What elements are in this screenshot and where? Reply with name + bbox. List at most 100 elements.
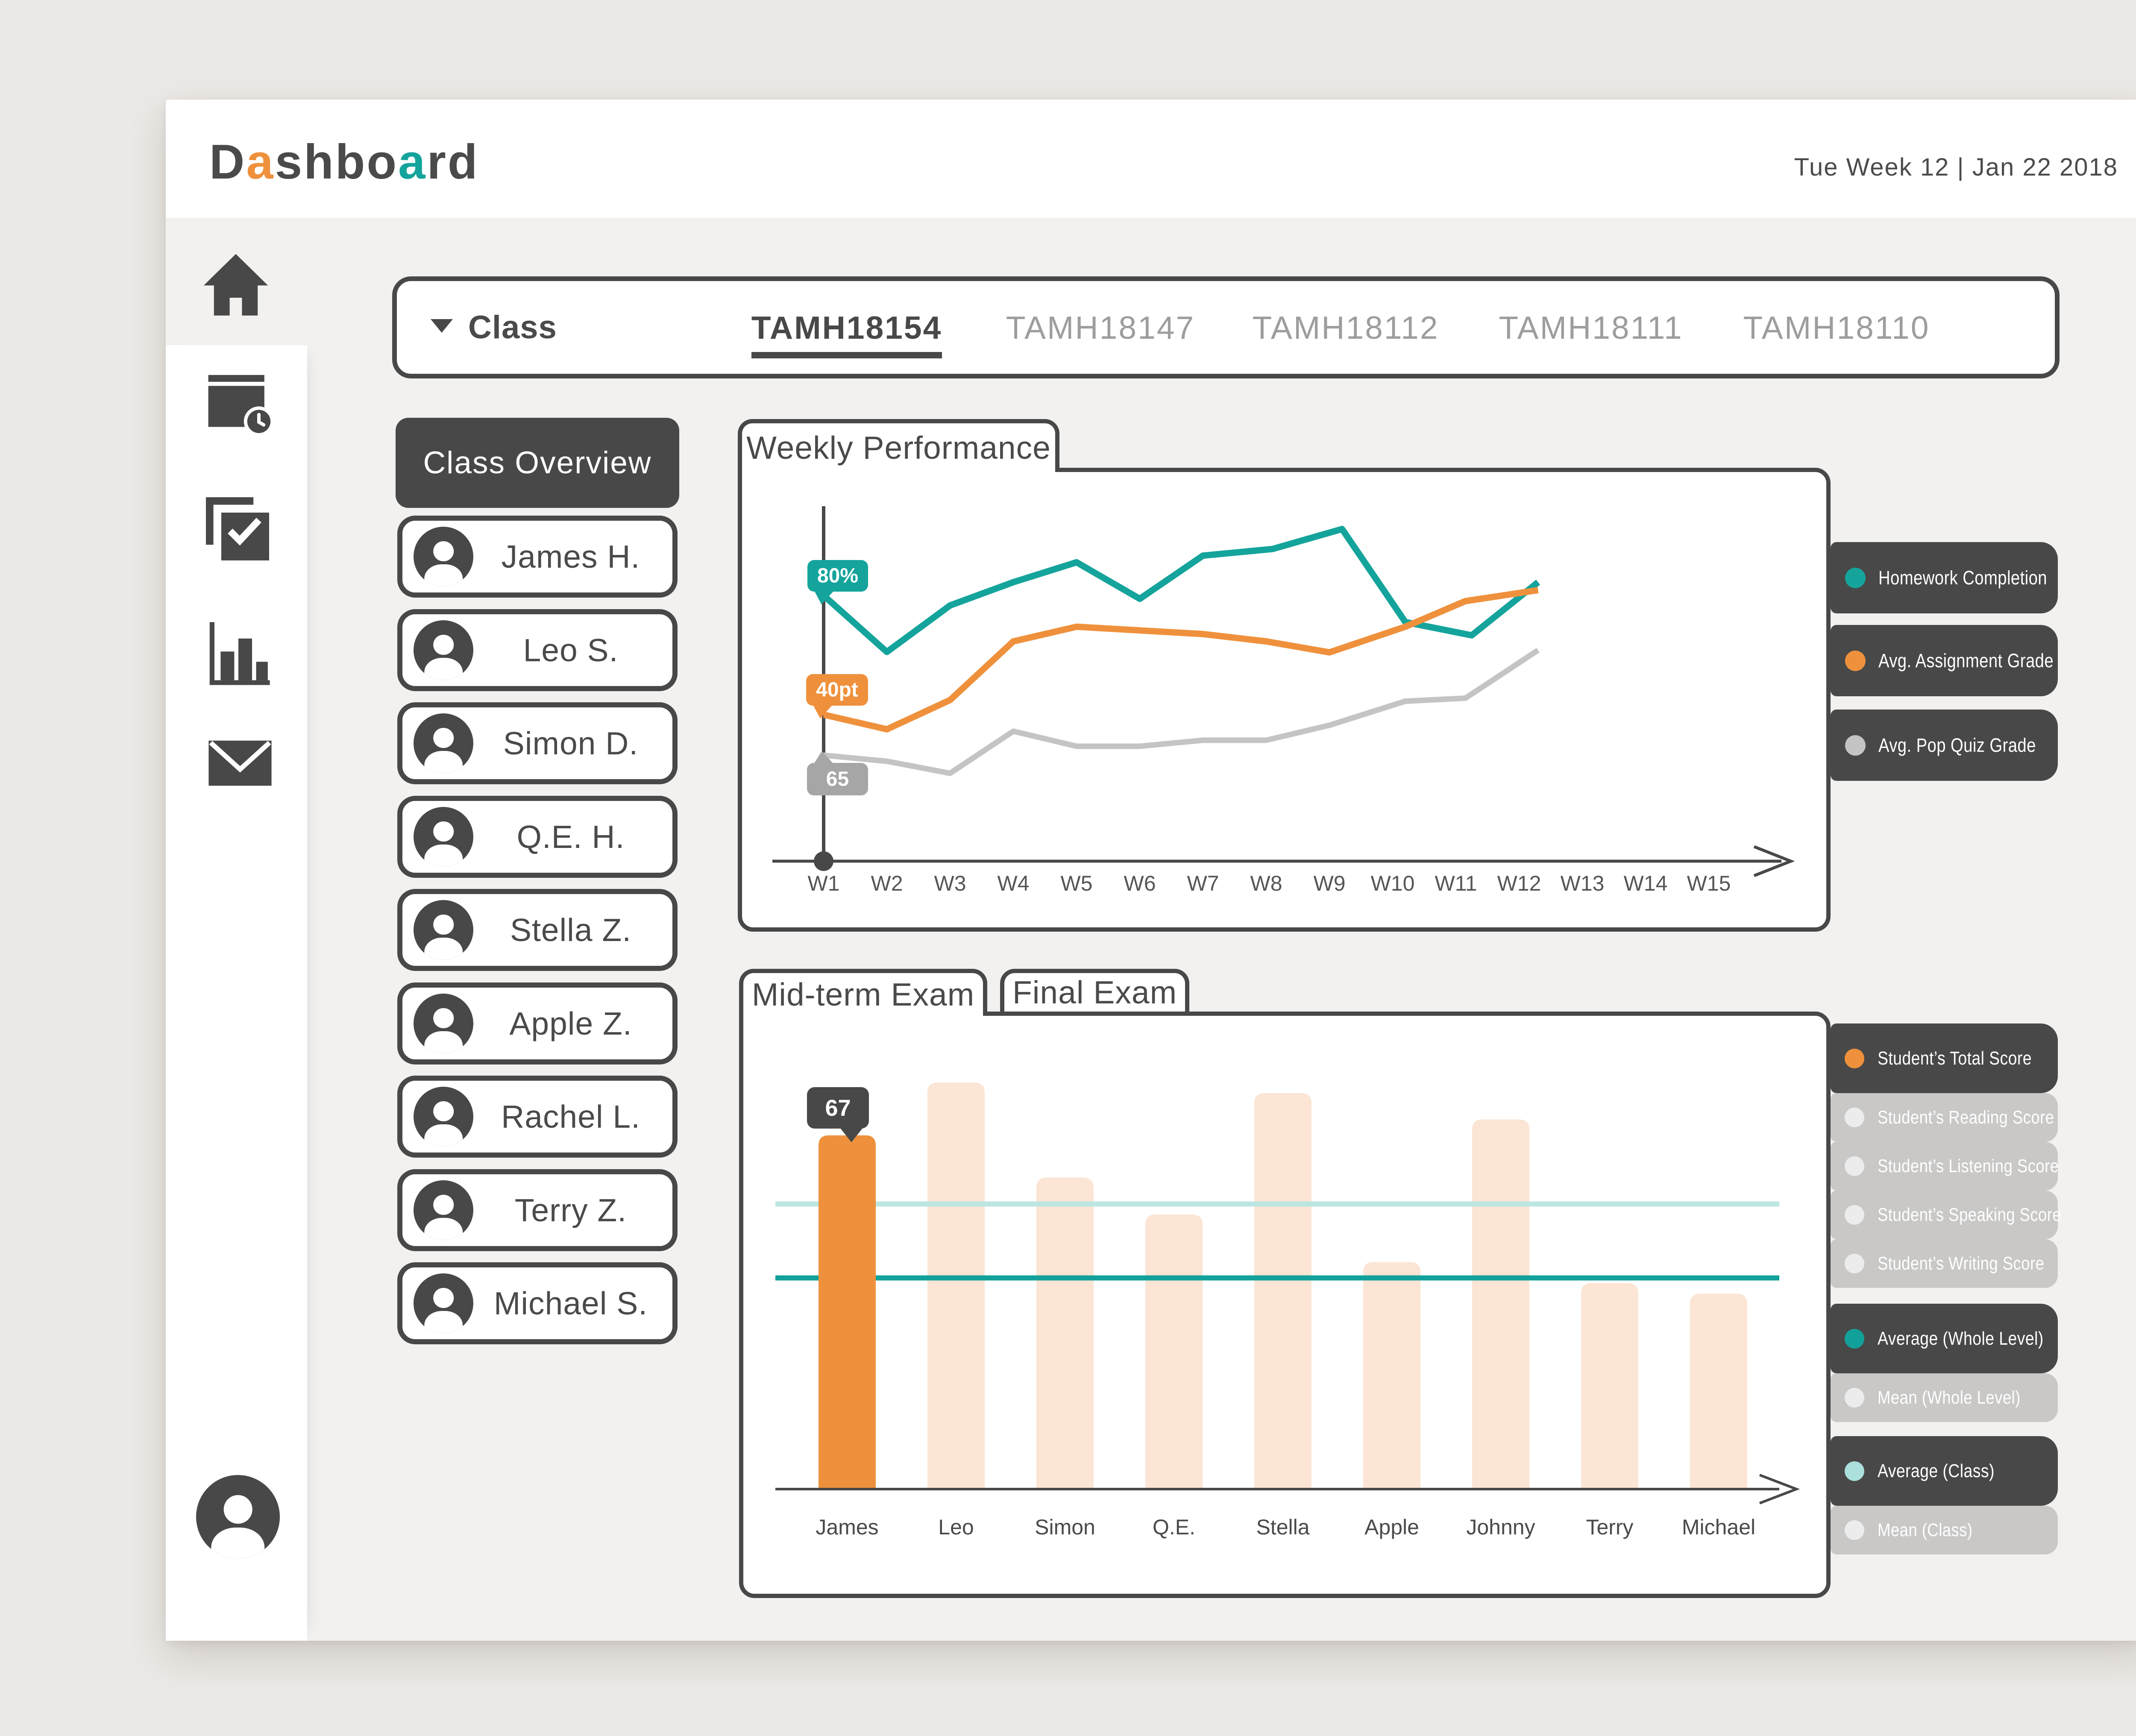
legend-student-s-writing-score[interactable]: Student’s Writing Score	[1831, 1239, 2058, 1288]
student-s-reading-score-dot-icon	[1845, 1108, 1864, 1127]
tooltip-box	[807, 1087, 869, 1129]
student-name: Terry Z.	[514, 1192, 627, 1228]
bar-chart-icon	[209, 622, 270, 685]
x-tick-w13: W13	[1561, 871, 1605, 895]
bar-terry[interactable]	[1581, 1283, 1638, 1489]
axis-badge-65: 65	[807, 751, 868, 795]
bar-michael[interactable]	[1690, 1293, 1747, 1489]
bar-simon[interactable]	[1036, 1177, 1094, 1489]
bar-apple[interactable]	[1363, 1262, 1420, 1489]
nav-home[interactable]	[202, 248, 270, 320]
class-tab-tamh18154[interactable]: TAMH18154	[719, 276, 975, 378]
mean-class-dot-icon	[1845, 1520, 1864, 1540]
student-card-stella-z[interactable]: Stella Z.	[397, 889, 678, 971]
legend-student-s-listening-score[interactable]: Student’s Listening Score	[1831, 1142, 2059, 1191]
class-selector-label[interactable]: Class	[468, 309, 557, 346]
header-band	[166, 100, 2136, 218]
student-card-q-e-h[interactable]: Q.E. H.	[397, 796, 678, 878]
average-whole-level-dot-icon	[1845, 1328, 1864, 1349]
line-avg-pop-quiz-grade	[823, 648, 1540, 776]
legend-student-s-total-score[interactable]: Student’s Total Score	[1831, 1023, 2058, 1093]
class-dropdown-caret[interactable]	[431, 319, 453, 333]
class-selector-bar	[392, 276, 2060, 378]
student-card-terry-z[interactable]: Terry Z.	[397, 1169, 678, 1251]
badge-tail	[813, 705, 833, 718]
legend-avg-assignment-grade[interactable]: Avg. Assignment Grade	[1831, 625, 2058, 696]
bar-q-e[interactable]	[1145, 1214, 1203, 1489]
bar-label-michael: Michael	[1682, 1515, 1755, 1539]
student-card-michael-s[interactable]: Michael S.	[397, 1262, 678, 1344]
legend-average-whole-level[interactable]: Average (Whole Level)	[1831, 1304, 2058, 1373]
student-name: Stella Z.	[510, 912, 632, 948]
tab-weekly-performance[interactable]: Weekly Performance	[738, 419, 1059, 472]
nav-schedule[interactable]	[204, 367, 273, 440]
legend-average-class[interactable]: Average (Class)	[1831, 1436, 2058, 1506]
bar-johnny[interactable]	[1472, 1119, 1529, 1489]
legend-mean-class[interactable]: Mean (Class)	[1831, 1506, 2058, 1554]
class-tab-tamh18110[interactable]: TAMH18110	[1708, 276, 1965, 378]
legend-homework-completion[interactable]: Homework Completion	[1831, 542, 2058, 613]
bar-label-simon: Simon	[1035, 1515, 1095, 1539]
x-tick-w15: W15	[1687, 871, 1731, 895]
homework-completion-dot-icon	[1845, 567, 1866, 588]
student-s-listening-score-dot-icon	[1845, 1156, 1864, 1176]
legend-avg-pop-quiz-grade[interactable]: Avg. Pop Quiz Grade	[1831, 710, 2058, 781]
app-title-segment-1: a	[246, 135, 275, 189]
tab-final-exam[interactable]: Final Exam	[1000, 969, 1189, 1012]
student-s-speaking-score-dot-icon	[1845, 1205, 1864, 1225]
legend-mean-whole-level[interactable]: Mean (Whole Level)	[1831, 1373, 2058, 1422]
bar-label-apple: Apple	[1364, 1515, 1419, 1539]
class-overview-button[interactable]: Class Overview	[396, 418, 679, 508]
bar-label-stella: Stella	[1256, 1515, 1309, 1539]
student-card-apple-z[interactable]: Apple Z.	[397, 982, 678, 1064]
nav-stats[interactable]	[204, 617, 273, 690]
tooltip-text: 67	[825, 1095, 851, 1121]
profile-avatar[interactable]	[196, 1475, 280, 1559]
badge-tail	[814, 751, 833, 764]
class-tab-label: TAMH18111	[1499, 309, 1683, 346]
student-avatar	[414, 1273, 473, 1333]
legend-label: Mean (Whole Level)	[1878, 1387, 2021, 1408]
midterm-exam-chart: James Leo Simon Q.E. Stella Apple Johnny Terry M…	[775, 1082, 1800, 1539]
nav-tasks[interactable]	[204, 493, 273, 566]
sidebar	[166, 345, 307, 1641]
x-tick-w12: W12	[1497, 871, 1541, 895]
student-card-leo-s[interactable]: Leo S.	[397, 609, 678, 691]
student-card-james-h[interactable]: James H.	[397, 516, 678, 598]
legend-label: Student’s Reading Score	[1878, 1107, 2054, 1128]
class-tab-label: TAMH18147	[1006, 309, 1195, 346]
legend-label: Student’s Writing Score	[1878, 1253, 2045, 1274]
bar-leo[interactable]	[927, 1082, 985, 1489]
legend-student-s-reading-score[interactable]: Student’s Reading Score	[1831, 1093, 2058, 1142]
class-tab-tamh18111[interactable]: TAMH18111	[1463, 276, 1719, 378]
student-avatar	[414, 1087, 473, 1147]
axis-badge-40pt: 40pt	[806, 674, 868, 718]
bar-stella[interactable]	[1254, 1093, 1312, 1489]
badge-text: 80%	[817, 565, 858, 587]
bar-james-highlighted[interactable]	[819, 1135, 876, 1489]
app-title-segment-0: D	[209, 135, 246, 189]
class-tab-tamh18147[interactable]: TAMH18147	[972, 276, 1229, 378]
badge-box	[807, 763, 868, 795]
student-name: Michael S.	[493, 1285, 648, 1321]
class-tab-tamh18112[interactable]: TAMH18112	[1218, 276, 1474, 378]
student-card-simon-d[interactable]: Simon D.	[397, 702, 678, 784]
axis-origin-dot	[814, 851, 833, 871]
nav-mail[interactable]	[206, 726, 274, 799]
tab-midterm-exam[interactable]: Mid-term Exam	[739, 969, 987, 1016]
student-name: James H.	[501, 539, 640, 575]
student-name: Apple Z.	[509, 1006, 632, 1041]
student-avatar	[414, 1180, 473, 1240]
legend-student-s-speaking-score[interactable]: Student’s Speaking Score	[1831, 1191, 2061, 1239]
x-tick-w8: W8	[1250, 871, 1282, 895]
legend-label: Avg. Assignment Grade	[1878, 649, 2054, 672]
tasks-check-icon	[206, 497, 269, 560]
student-name: Leo S.	[523, 632, 619, 668]
student-card-rachel-l[interactable]: Rachel L.	[397, 1076, 678, 1158]
average-class-dot-icon	[1845, 1461, 1864, 1481]
calendar-clock-icon	[208, 375, 273, 437]
student-name: Simon D.	[503, 725, 639, 761]
x-tick-w7: W7	[1187, 871, 1219, 895]
tooltip-tail	[840, 1128, 863, 1142]
bar-label-terry: Terry	[1586, 1515, 1633, 1539]
